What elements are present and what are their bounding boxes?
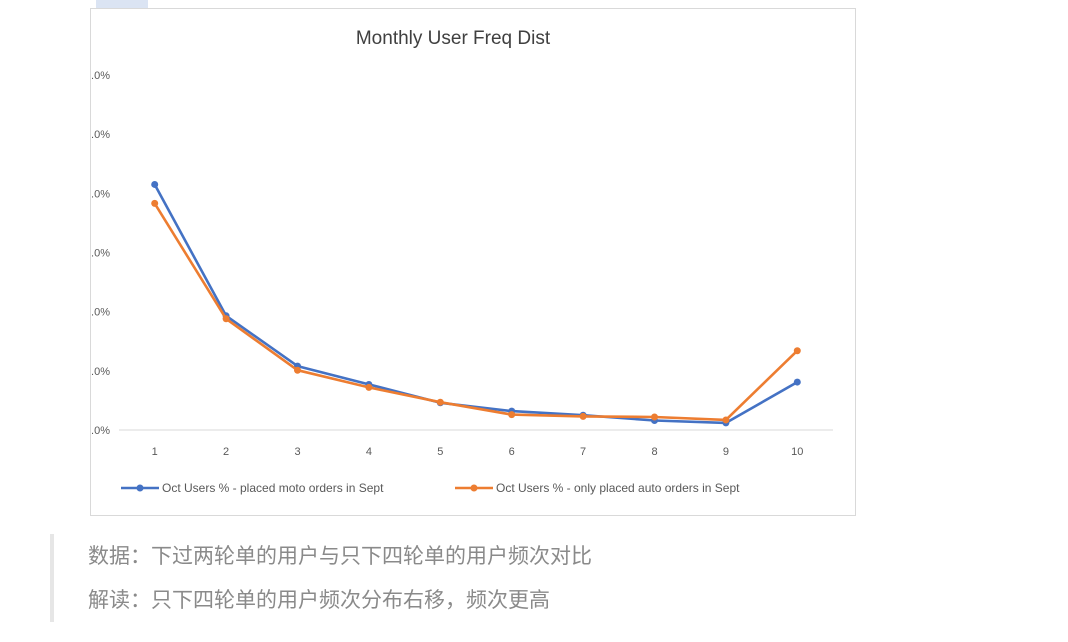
x-tick-label: 5 [437, 446, 443, 458]
x-tick-label: 3 [294, 446, 300, 458]
note-insight-text: 只下四轮单的用户频次分布右移，频次更高 [151, 588, 550, 612]
series-2-point [651, 413, 658, 421]
note-data-text: 下过两轮单的用户与只下四轮单的用户频次对比 [151, 544, 592, 568]
legend-label-2: Oct Users % - only placed auto orders in… [496, 481, 740, 495]
y-tick-label: 30.0% [91, 248, 110, 260]
x-tick-label: 8 [651, 446, 657, 458]
y-axis-ticks: 0.0% 10.0% 20.0% 30.0% 40.0% 50.0% 60.0% [91, 70, 110, 437]
series-line-1 [153, 183, 799, 425]
x-tick-label: 10 [791, 446, 803, 458]
series-2-point [793, 347, 801, 355]
x-tick-label: 1 [152, 446, 158, 458]
y-tick-label: 20.0% [91, 307, 110, 319]
note-data-line: 数据：下过两轮单的用户与只下四轮单的用户频次对比 [88, 534, 750, 578]
series-1-point [151, 180, 159, 188]
chart-title: Monthly User Freq Dist [356, 28, 551, 49]
series-lines [151, 180, 801, 427]
note-block: 数据：下过两轮单的用户与只下四轮单的用户频次对比 解读：只下四轮单的用户频次分布… [50, 534, 750, 622]
x-tick-label: 4 [366, 446, 372, 458]
series-2-point [579, 412, 587, 420]
x-tick-label: 2 [223, 446, 229, 458]
series-2-point [151, 199, 159, 207]
series-2-point [722, 416, 730, 424]
accent-tab [96, 0, 148, 8]
note-insight-line: 解读：只下四轮单的用户频次分布右移，频次更高 [88, 578, 750, 622]
line-chart: Monthly User Freq Dist 0.0%10.0%20.0%30.… [91, 28, 833, 495]
note-data-label: 数据： [88, 544, 151, 568]
x-tick-label: 6 [509, 446, 515, 458]
legend-marker-1 [136, 484, 144, 492]
series-2-point [436, 398, 444, 406]
series-2-point [365, 383, 373, 391]
legend: Oct Users % - placed moto orders in Sept… [121, 481, 740, 495]
series-2-point [222, 315, 230, 323]
legend-label-1: Oct Users % - placed moto orders in Sept [162, 481, 384, 495]
series-line-2 [153, 202, 799, 422]
y-tick-label: 10.0% [91, 366, 110, 378]
series-2-point [508, 411, 516, 419]
y-tick-label: 40.0% [91, 188, 110, 200]
x-tick-label: 9 [723, 446, 729, 458]
series-2-point [294, 366, 301, 374]
series-1-point [793, 378, 801, 386]
x-axis-ticks: 1 2 3 4 5 6 7 8 9 10 [152, 446, 804, 458]
y-tick-label: 50.0% [91, 129, 110, 141]
y-tick-label: 60.0% [91, 70, 110, 82]
note-insight-label: 解读： [88, 588, 151, 612]
x-tick-label: 7 [580, 446, 586, 458]
chart-frame: Monthly User Freq Dist 0.0%10.0%20.0%30.… [90, 8, 856, 516]
legend-marker-2 [470, 484, 478, 492]
y-tick-label: 0.0% [91, 425, 110, 437]
